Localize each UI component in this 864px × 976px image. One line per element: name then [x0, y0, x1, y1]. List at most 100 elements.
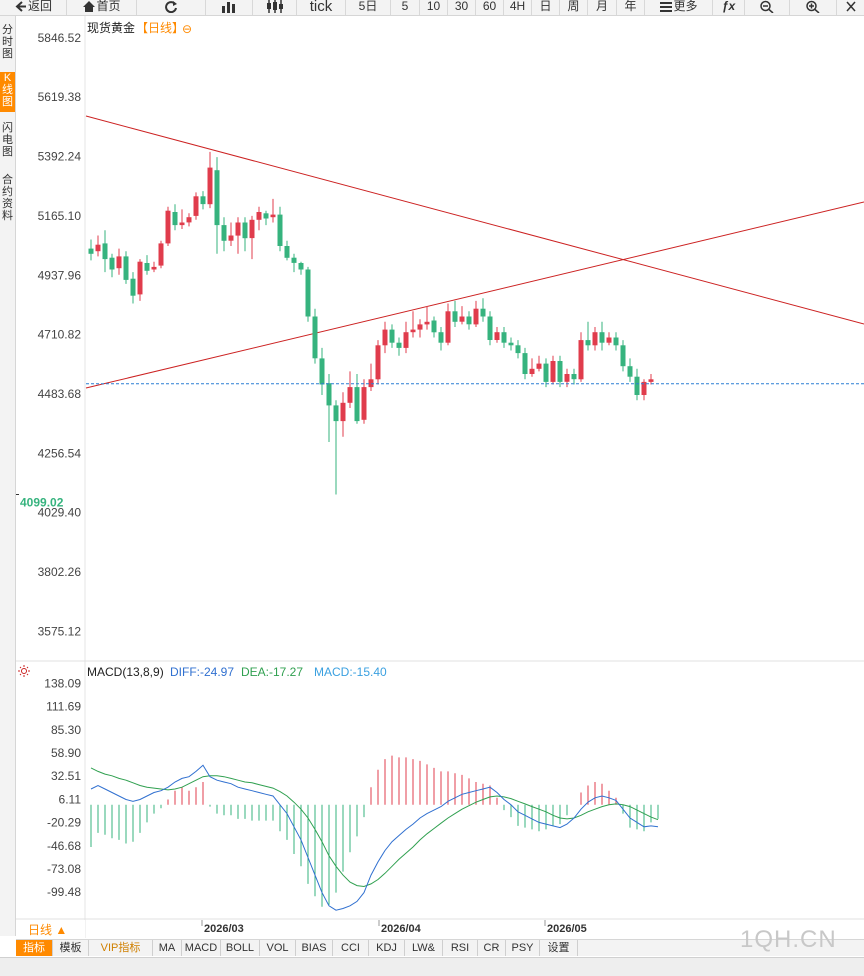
zoom-out-icon — [760, 0, 774, 14]
period-selector[interactable] — [16, 920, 85, 938]
ind-psy[interactable]: PSY — [506, 940, 540, 956]
candle-body — [312, 316, 318, 359]
candle-body — [564, 374, 570, 382]
tab-flash[interactable]: 闪电图 — [2, 122, 13, 158]
candle-body — [592, 332, 598, 346]
period-5min-button[interactable]: 5 — [391, 0, 420, 15]
refresh-button[interactable] — [137, 0, 206, 15]
period-10min-button[interactable]: 10 — [420, 0, 448, 15]
chart-area[interactable]: 现货黄金 【日线】 ⊖ 5846.52 5619.38 5392.24 5165.10… — [16, 16, 864, 938]
downtrend-line — [85, 115, 864, 325]
view-sidebar: 分时图 K线图 闪电图 合约资料 — [0, 16, 16, 936]
period-day-button[interactable]: 日 — [532, 0, 560, 15]
candle-body — [578, 340, 584, 380]
period-60min-button[interactable]: 60 — [476, 0, 504, 15]
period-month-button[interactable]: 月 — [588, 0, 617, 15]
ind-settings[interactable]: 设置 — [540, 940, 578, 956]
back-button[interactable]: 返回 — [0, 0, 67, 15]
back-label: 返回 — [27, 0, 52, 13]
ind-rsi[interactable]: RSI — [443, 940, 478, 956]
tab-timeshare[interactable]: 分时图 — [2, 24, 13, 60]
close-icon — [845, 1, 856, 12]
formula-button[interactable]: ƒx — [713, 0, 745, 15]
zoom-out-button[interactable] — [745, 0, 790, 15]
price-tick-label: 4710.82 — [38, 328, 82, 342]
candle-body — [165, 210, 171, 244]
price-tick-label: 4029.40 — [38, 506, 82, 520]
close-button[interactable] — [837, 0, 864, 15]
ind-boll[interactable]: BOLL — [221, 940, 260, 956]
ind-tab-vip[interactable]: VIP指标 — [89, 940, 153, 956]
ind-ma[interactable]: MA — [153, 940, 182, 956]
candle-body — [235, 222, 241, 236]
candle-body — [109, 257, 115, 270]
trend-lines — [85, 115, 864, 389]
candle-body — [158, 243, 164, 266]
kline-style-button[interactable] — [253, 0, 297, 15]
macd-title: MACD(13,8,9) — [87, 665, 164, 679]
macd-tick-label: -73.08 — [47, 862, 81, 876]
ind-kdj[interactable]: KDJ — [369, 940, 405, 956]
ind-bias[interactable]: BIAS — [296, 940, 333, 956]
candle-body — [368, 379, 374, 388]
watermark-logo: 1QH.CN — [740, 926, 837, 953]
sun-icon — [18, 665, 30, 677]
ind-cci[interactable]: CCI — [333, 940, 369, 956]
period-4h-button[interactable]: 4H — [504, 0, 532, 15]
candle-body — [277, 214, 283, 246]
candle-body — [291, 257, 297, 263]
chart-instrument-title: 现货黄金 — [87, 20, 135, 35]
macd-tick-label: 85.30 — [51, 723, 81, 737]
period-5day-button[interactable]: 5日 — [346, 0, 391, 15]
ind-tab-templates[interactable]: 模板 — [53, 940, 89, 956]
zoom-in-button[interactable] — [790, 0, 837, 15]
candle-body — [431, 320, 437, 333]
ind-macd[interactable]: MACD — [182, 940, 221, 956]
macd-tick-label: -46.68 — [47, 839, 81, 853]
indicator-bar: 指标 模板 VIP指标 MA MACD BOLL VOL BIAS CCI KD… — [16, 926, 864, 956]
period-week-button[interactable]: 周 — [560, 0, 588, 15]
candle-body — [200, 196, 206, 205]
more-button[interactable]: 更多 — [645, 0, 713, 15]
candle-body — [382, 329, 388, 346]
function-icon: ƒx — [721, 0, 736, 13]
period-30min-button[interactable]: 30 — [448, 0, 476, 15]
candle-body — [480, 308, 486, 317]
macd-diff-label: DIFF:-24.97 — [170, 665, 234, 679]
candle-type-button[interactable] — [206, 0, 253, 15]
candle-body — [557, 361, 563, 382]
ind-cr[interactable]: CR — [478, 940, 506, 956]
candle-body — [424, 321, 430, 325]
collapse-icon[interactable]: ⊖ — [182, 22, 192, 36]
ind-vol[interactable]: VOL — [260, 940, 296, 956]
zoom-in-icon — [806, 0, 820, 14]
candle-body — [354, 387, 360, 422]
candle-body — [494, 332, 500, 340]
candle-body — [172, 212, 178, 226]
candle-body — [571, 374, 577, 380]
ind-tab-indicators[interactable]: 指标 — [16, 940, 53, 956]
candle-body — [137, 261, 143, 295]
back-arrow-icon — [15, 1, 26, 12]
macd-tick-label: -99.48 — [47, 885, 81, 899]
candle-body — [326, 383, 332, 406]
ind-lw[interactable]: LW& — [405, 940, 443, 956]
tick-button[interactable]: tick — [297, 0, 346, 15]
date-axis: 2026/03 2026/04 2026/05 — [201, 920, 587, 935]
chart-period-title: 【日线】 — [136, 21, 184, 35]
tab-contract-info[interactable]: 合约资料 — [2, 174, 13, 222]
chart-grid — [16, 16, 864, 938]
period-year-button[interactable]: 年 — [617, 0, 645, 15]
candle-body — [102, 243, 108, 260]
candle-body — [305, 269, 311, 317]
bottom-strip — [0, 957, 864, 976]
candle-body — [466, 316, 472, 325]
home-button[interactable]: 首页 — [67, 0, 137, 15]
candle-body — [221, 225, 227, 241]
macd-dea-label: DEA:-17.27 — [241, 665, 303, 679]
macd-tick-label: 111.69 — [46, 700, 81, 714]
candle-body — [340, 402, 346, 422]
period-selector-label: 日线 ▲ — [28, 923, 67, 937]
candle-body — [599, 332, 605, 343]
tab-kline[interactable]: K线图 — [0, 72, 15, 112]
